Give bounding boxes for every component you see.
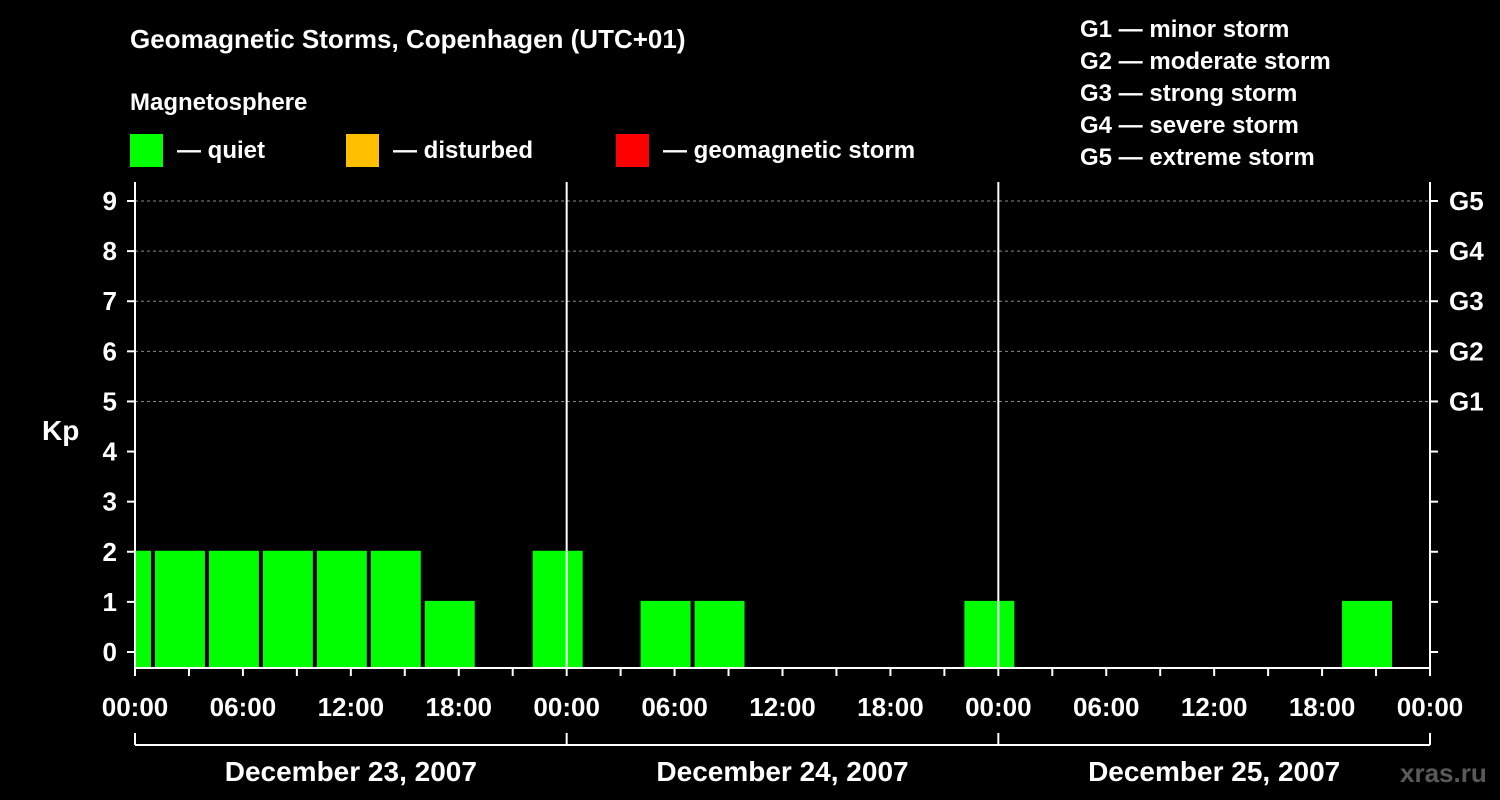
y-tick-label-9: 9 xyxy=(103,186,117,216)
legend-heading: Magnetosphere xyxy=(130,89,307,116)
x-tick-label-10: 12:00 xyxy=(1181,692,1248,722)
legend-swatch-quiet xyxy=(130,134,163,167)
date-brackets: December 23, 2007 December 24, 2007 Decemb… xyxy=(134,733,1431,787)
x-tick-label-6: 12:00 xyxy=(749,692,816,722)
right-label-G3: G3 xyxy=(1449,286,1484,316)
kp-bar-7 xyxy=(532,550,583,668)
x-axis: 00:00 06:00 12:00 18:00 00:00 06:00 12:00 18:00… xyxy=(102,668,1464,722)
legend-swatch-storm xyxy=(616,134,649,167)
x-tick-label-8: 00:00 xyxy=(965,692,1032,722)
kp-bar-5 xyxy=(370,550,421,668)
date-label-0: December 23, 2007 xyxy=(225,756,477,787)
date-label-2: December 25, 2007 xyxy=(1088,756,1340,787)
kp-bar-11 xyxy=(1342,600,1393,668)
x-tick-label-12: 00:00 xyxy=(1397,692,1464,722)
legend: — quiet — disturbed — geomagnetic storm xyxy=(130,134,915,167)
kp-bar-3 xyxy=(262,550,313,668)
kp-bar-0 xyxy=(136,550,151,668)
storm-scale-g3: G3 — strong storm xyxy=(1080,80,1297,107)
y-tick-label-5: 5 xyxy=(103,386,117,416)
kp-bar-1 xyxy=(154,550,205,668)
legend-swatch-disturbed xyxy=(346,134,379,167)
x-tick-label-11: 18:00 xyxy=(1289,692,1356,722)
x-tick-label-2: 12:00 xyxy=(318,692,385,722)
kp-bar-10 xyxy=(964,600,1015,668)
watermark: xras.ru xyxy=(1400,758,1487,788)
kp-bar-6 xyxy=(424,600,475,668)
x-tick-label-4: 00:00 xyxy=(533,692,600,722)
right-label-G5: G5 xyxy=(1449,186,1484,216)
x-tick-label-7: 18:00 xyxy=(857,692,924,722)
y-axis-label: Kp xyxy=(42,415,79,446)
y-tick-label-3: 3 xyxy=(103,487,117,517)
right-label-G2: G2 xyxy=(1449,336,1484,366)
chart-title: Geomagnetic Storms, Copenhagen (UTC+01) xyxy=(130,24,685,54)
y-tick-label-4: 4 xyxy=(103,437,118,467)
date-label-1: December 24, 2007 xyxy=(656,756,908,787)
storm-scale-g4: G4 — severe storm xyxy=(1080,112,1299,139)
y-tick-label-2: 2 xyxy=(103,537,117,567)
storm-scale-g5: G5 — extreme storm xyxy=(1080,144,1315,171)
kp-bar-9 xyxy=(694,600,745,668)
x-tick-label-5: 06:00 xyxy=(641,692,708,722)
right-label-G1: G1 xyxy=(1449,386,1484,416)
kp-bar-2 xyxy=(208,550,259,668)
x-tick-label-9: 06:00 xyxy=(1073,692,1140,722)
kp-bar-4 xyxy=(316,550,367,668)
legend-label-disturbed: — disturbed xyxy=(393,137,533,164)
kp-bars xyxy=(136,550,1393,668)
y-tick-label-8: 8 xyxy=(103,236,117,266)
kp-bar-8 xyxy=(640,600,691,668)
y-tick-label-6: 6 xyxy=(103,336,117,366)
y-tick-label-0: 0 xyxy=(103,637,117,667)
storm-scale-g1: G1 — minor storm xyxy=(1080,16,1289,43)
grid-lines xyxy=(135,200,1430,402)
x-tick-label-0: 00:00 xyxy=(102,692,169,722)
y-axis: 0 1 2 3 4 5 6 7 8 9 xyxy=(103,186,135,667)
x-tick-label-1: 06:00 xyxy=(210,692,277,722)
right-label-G4: G4 xyxy=(1449,236,1484,266)
y-tick-label-7: 7 xyxy=(103,286,117,316)
x-tick-label-3: 18:00 xyxy=(426,692,493,722)
right-axis: G1 G2 G3 G4 G5 xyxy=(1430,186,1484,653)
storm-scale: G1 — minor storm G2 — moderate storm G3 … xyxy=(1080,16,1331,171)
legend-label-storm: — geomagnetic storm xyxy=(663,137,915,164)
y-tick-label-1: 1 xyxy=(103,587,117,617)
storm-scale-g2: G2 — moderate storm xyxy=(1080,48,1331,75)
legend-label-quiet: — quiet xyxy=(177,137,265,164)
